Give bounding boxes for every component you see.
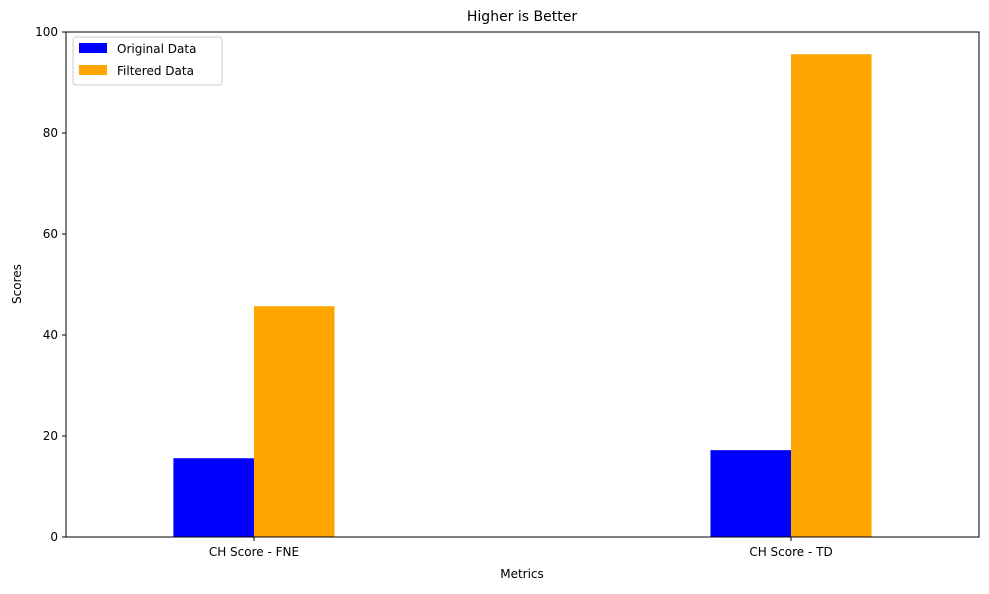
legend-swatch-original (79, 43, 107, 53)
y-tick-label: 0 (50, 530, 58, 544)
bar-filtered-ch-score-fne (253, 306, 335, 537)
y-tick-label: 60 (43, 227, 58, 241)
plot-frame (65, 31, 980, 538)
bars-layer (173, 54, 872, 537)
legend-label-original: Original Data (117, 42, 196, 56)
bar-original-ch-score-td (710, 450, 792, 537)
legend-label-filtered: Filtered Data (117, 64, 194, 78)
x-tick-label: CH Score - TD (749, 545, 832, 559)
y-tick-label: 80 (43, 126, 58, 140)
legend: Original Data Filtered Data (72, 36, 223, 86)
legend-box (72, 36, 223, 86)
y-axis: 0 20 40 60 80 100 (35, 25, 66, 544)
y-tick-label: 40 (43, 328, 58, 342)
legend-swatch-filtered (79, 65, 107, 75)
x-axis: CH Score - FNE CH Score - TD (209, 537, 833, 559)
chart-title: Higher is Better (467, 9, 577, 25)
y-axis-label: Scores (10, 264, 24, 304)
y-tick-label: 20 (43, 429, 58, 443)
bar-filtered-ch-score-td (791, 54, 872, 537)
bar-original-ch-score-fne (173, 458, 254, 537)
x-tick-label: CH Score - FNE (209, 545, 299, 559)
x-axis-label: Metrics (500, 567, 544, 581)
y-tick-label: 100 (35, 25, 58, 39)
